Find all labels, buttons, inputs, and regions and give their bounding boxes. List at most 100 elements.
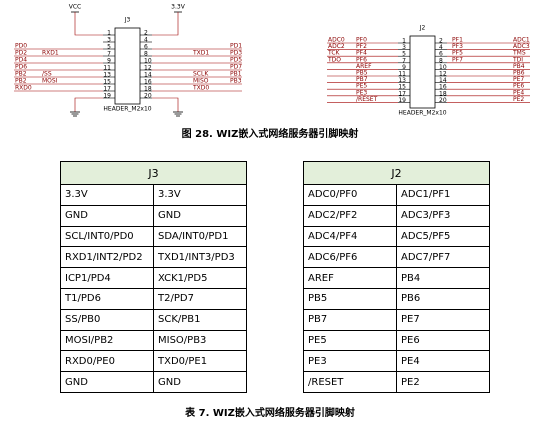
table-row: SCL/INT0/PD0 SDA/INT0/PD1	[60, 225, 247, 248]
table-row: PE3 PE4	[303, 350, 490, 373]
table-row: /RESET PE2	[303, 371, 490, 393]
table-row: ADC4/PF4 ADC5/PF5	[303, 225, 490, 248]
net-label: TDI	[512, 56, 523, 63]
table-cell: AREF	[303, 267, 397, 289]
pin-number: 8	[439, 57, 443, 64]
header-box	[409, 35, 436, 109]
signal-label: MISO	[193, 78, 209, 85]
table-cell: ADC5/PF5	[396, 225, 490, 248]
net-label: TCK	[327, 50, 341, 57]
pin-number: 19	[103, 93, 111, 100]
signal-label: MOSI	[42, 78, 58, 85]
signal-label: PB5	[356, 70, 368, 77]
pin-number: 16	[144, 79, 152, 86]
header-row: J3	[60, 161, 247, 185]
pin-table: J2 ADC0/PF0 ADC1/PF1 ADC2/PF2 ADC3/PF3 ADC4/P…	[303, 161, 490, 393]
table-cell: ADC7/PF7	[396, 246, 490, 269]
table-cell: T2/PD7	[153, 287, 247, 310]
pin-number: 10	[439, 64, 447, 71]
net-label: PE4	[513, 89, 524, 96]
pin-number: 6	[439, 51, 443, 58]
table-cell: GND	[60, 204, 154, 227]
table-cell: MOSI/PB2	[60, 329, 154, 352]
header-name: J3	[124, 17, 131, 24]
table-cell: TXD1/INT3/PD3	[153, 246, 247, 269]
net-label: PB4	[513, 63, 525, 70]
table-row: MOSI/PB2 MISO/PB3	[60, 329, 247, 352]
table-row: ICP1/PD4 XCK1/PD5	[60, 267, 247, 289]
pin-number: 7	[107, 51, 111, 58]
table-row: GND GND	[60, 371, 247, 393]
pin-number: 11	[103, 65, 111, 72]
pin-number: 18	[439, 90, 447, 97]
table-cell: PE4	[396, 350, 490, 373]
pin-number: 1	[402, 38, 406, 45]
table-cell: SDA/INT0/PD1	[153, 225, 247, 248]
table-cell: PB5	[303, 287, 397, 310]
pin-number: 10	[144, 58, 152, 65]
table-cell: PE6	[396, 329, 490, 352]
table-title: J2	[303, 161, 490, 185]
table-row: T1/PD6 T2/PD7	[60, 287, 247, 310]
table-cell: RXD1/INT2/PD2	[60, 246, 154, 269]
table-caption: 表 7. WIZ嵌入式网络服务器引脚映射	[184, 406, 355, 419]
figure-caption: 图 28. WIZ嵌入式网络服务器引脚映射	[182, 127, 359, 140]
table-cell: ADC6/PF6	[303, 246, 397, 269]
net-label: PE6	[513, 83, 524, 90]
net-label: PB3	[230, 78, 242, 85]
pin-number: 11	[398, 71, 406, 78]
table-cell: PB7	[303, 308, 397, 331]
table-cell: PE3	[303, 350, 397, 373]
signal-label: PF7	[452, 56, 463, 63]
net-label: PD7	[230, 64, 242, 71]
net-label: PB1	[230, 71, 242, 78]
signal-label: PF4	[356, 50, 367, 57]
net-label: TDO	[327, 56, 341, 63]
table-cell: ICP1/PD4	[60, 267, 154, 289]
table-cell: T1/PD6	[60, 287, 154, 310]
pin-number: 17	[398, 90, 406, 97]
table-cell: GND	[153, 371, 247, 393]
net-label: PD1	[230, 43, 242, 50]
table-row: GND GND	[60, 204, 247, 227]
table-row: ADC6/PF6 ADC7/PF7	[303, 246, 490, 269]
pin-number: 1	[107, 30, 111, 37]
net-label: RXD0	[15, 85, 32, 92]
pin-number: 19	[398, 97, 406, 104]
pin-number: 2	[439, 38, 443, 45]
pin-number: 12	[144, 65, 152, 72]
table-row: PB7 PE7	[303, 308, 490, 331]
pin-number: 18	[144, 86, 152, 93]
signal-label: PE5	[356, 83, 367, 90]
pin-number: 20	[439, 97, 447, 104]
pin-number: 20	[144, 93, 152, 100]
table-row: RXD1/INT2/PD2 TXD1/INT3/PD3	[60, 246, 247, 269]
pin-table: J3 3.3V 3.3V GND GND SCL/INT0/PD0 SDA/INT0/PD1…	[60, 161, 247, 393]
ground-wire	[74, 97, 103, 112]
pin-number: 6	[144, 44, 148, 51]
pin-number: 2	[144, 30, 148, 37]
header-part: HEADER_M2x10	[103, 106, 151, 113]
net-label: ADC2	[328, 43, 345, 50]
signal-label: AREF	[356, 63, 372, 70]
pin-number: 16	[439, 84, 447, 91]
pin-number: 3	[107, 37, 111, 44]
table-row: ADC0/PF0 ADC1/PF1	[303, 184, 490, 206]
signal-label: SCLK	[193, 71, 209, 78]
pin-number: 14	[144, 72, 152, 79]
table-cell: PB6	[396, 287, 490, 310]
signal-label: PF2	[356, 43, 367, 50]
table-cell: PE5	[303, 329, 397, 352]
table-row: AREF PB4	[303, 267, 490, 289]
table-cell: /RESET	[303, 371, 397, 393]
table-cell: 3.3V	[60, 184, 154, 206]
header-row: J2	[303, 161, 490, 185]
table-row: ADC2/PF2 ADC3/PF3	[303, 204, 490, 227]
net-label: PB2	[15, 78, 27, 85]
table-cell: GND	[153, 204, 247, 227]
signal-label: /RESET	[356, 96, 378, 103]
table-cell: PB4	[396, 267, 490, 289]
pin-number: 9	[402, 64, 406, 71]
table-cell: 3.3V	[153, 184, 247, 206]
